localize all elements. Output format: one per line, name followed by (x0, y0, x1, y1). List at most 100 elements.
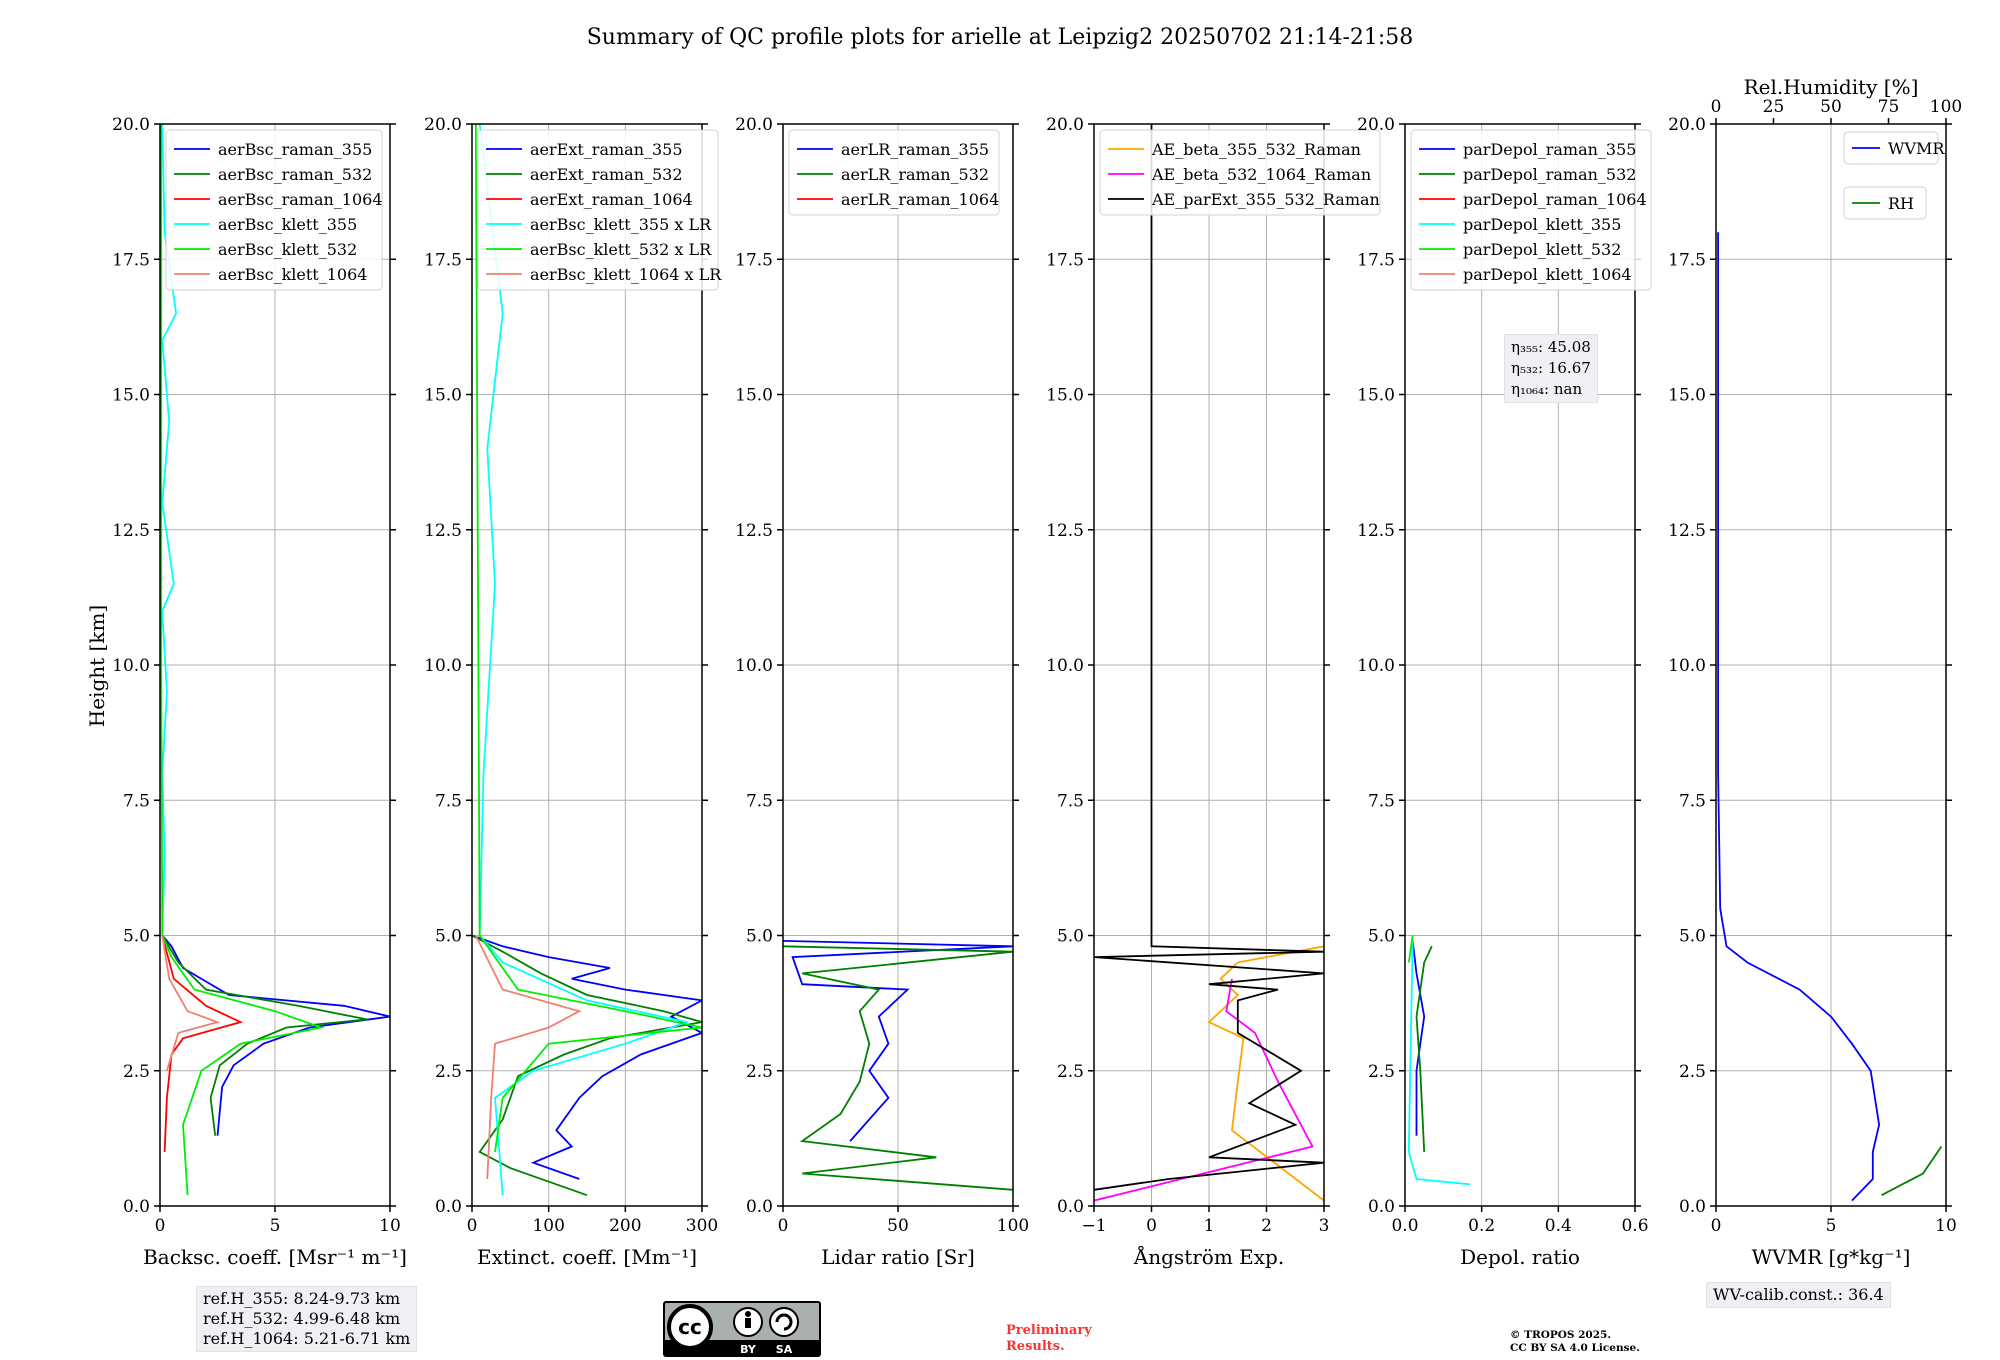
x-tick-label: 2 (1261, 1216, 1272, 1236)
cc-badge-by: BY (740, 1343, 757, 1356)
legend-label: RH (1888, 194, 1914, 213)
x-tick-label: 10 (1935, 1216, 1957, 1236)
cc-license-badge: cc BY SA (663, 1301, 821, 1357)
y-tick-label: 7.5 (1368, 791, 1395, 811)
y-tick-label: 15.0 (1046, 386, 1084, 406)
x-tick-label: 50 (887, 1216, 909, 1236)
y-tick-label: 15.0 (112, 386, 150, 406)
x-tick-label: 0.0 (1391, 1216, 1418, 1236)
plot-frame (471, 123, 703, 1207)
y-tick-label: 20.0 (1668, 115, 1706, 135)
legend-label: aerLR_raman_355 (841, 140, 989, 159)
legend-label: aerBsc_klett_355 (218, 215, 357, 234)
wv-calib-const: WV-calib.const.: 36.4 (1713, 1285, 1884, 1304)
panel-1: 0.0 2.5 5.0 7.5 10.0 12.5 15.0 17.5 20.0 0 5 10 Back… (112, 115, 407, 1269)
legend: aerExt_raman_355 aerExt_raman_532 aerExt_r… (477, 129, 722, 291)
legend-label: AE_parExt_355_532_Raman (1151, 190, 1380, 209)
y-tick-label: 10.0 (112, 656, 150, 676)
x-tick-label: 100 (532, 1216, 564, 1236)
series-line-aerbsc-klett-1064-x-lr (474, 935, 582, 1180)
x-tick-label: 1 (1204, 1216, 1215, 1236)
x-tick-label: 0.6 (1621, 1216, 1648, 1236)
sa-share-icon (769, 1307, 799, 1337)
ref-height-532: ref.H_532: 4.99-6.48 km (203, 1309, 401, 1328)
y-tick-label: 0.0 (435, 1197, 462, 1217)
legend-box (165, 129, 383, 291)
series-line-pardepol-klett-532 (1407, 935, 1414, 963)
panel-2: 0.0 2.5 5.0 7.5 10.0 12.5 15.0 17.5 20.0 0 100 200 3… (424, 115, 722, 1269)
y-axis-label: Height [km] (85, 605, 109, 727)
y-tick-label: 17.5 (1357, 250, 1395, 270)
wv-calib-box: WV-calib.const.: 36.4 (1706, 1282, 1891, 1308)
legend-rh: RH (1843, 186, 1927, 220)
legend-label: aerBsc_klett_355 x LR (530, 215, 712, 234)
x-tick-label: 0 (1711, 1216, 1722, 1236)
cc-badge-left: cc (678, 1315, 702, 1339)
y-tick-label: 17.5 (735, 250, 773, 270)
y-tick-label: 0.0 (1679, 1197, 1706, 1217)
y-tick-label: 0.0 (1368, 1197, 1395, 1217)
legend: aerLR_raman_355 aerLR_raman_532 aerLR_rama… (788, 129, 1000, 216)
y-tick-label: 7.5 (123, 791, 150, 811)
top-x-tick-label: 25 (1763, 97, 1785, 117)
y-tick-label: 0.0 (1057, 1197, 1084, 1217)
x-axis-label: Lidar ratio [Sr] (821, 1245, 975, 1269)
y-tick-label: 12.5 (1668, 521, 1706, 541)
legend-box (1843, 186, 1927, 220)
panel-4: 0.0 2.5 5.0 7.5 10.0 12.5 15.0 17.5 20.0 −1 0 1 2 3 Ån… (1046, 115, 1381, 1269)
series-line-aerbsc-klett-1064 (161, 935, 221, 1072)
legend-label: aerBsc_klett_532 x LR (530, 240, 712, 259)
preliminary-line2: Results. (1006, 1339, 1065, 1354)
y-tick-label: 2.5 (123, 1062, 150, 1082)
legend-label: parDepol_klett_532 (1463, 240, 1621, 259)
y-tick-label: 2.5 (1368, 1062, 1395, 1082)
y-tick-label: 20.0 (1046, 115, 1084, 135)
eta-box: η₃₅₅: 45.08 η₅₃₂: 16.67 η₁₀₆₄: nan (1504, 334, 1598, 403)
series-line-aerext-raman-532 (472, 934, 702, 1197)
x-tick-label: 3 (1319, 1216, 1330, 1236)
y-tick-label: 20.0 (735, 115, 773, 135)
series-line-aerlr-raman-355 (783, 940, 1013, 1142)
legend-label: aerBsc_klett_1064 (218, 265, 367, 284)
x-tick-label: 0.2 (1468, 1216, 1495, 1236)
y-tick-label: 15.0 (1668, 386, 1706, 406)
panel-5: 0.0 2.5 5.0 7.5 10.0 12.5 15.0 17.5 20.0 0.0 0.2 0.… (1357, 115, 1652, 1269)
ref-height-box: ref.H_355: 8.24-9.73 km ref.H_532: 4.99-… (196, 1286, 418, 1352)
legend: aerBsc_raman_355 aerBsc_raman_532 aerBsc_r… (165, 129, 383, 291)
y-tick-label: 10.0 (1046, 656, 1084, 676)
legend-label: aerLR_raman_1064 (841, 190, 999, 209)
y-tick-label: 12.5 (1046, 521, 1084, 541)
plot-frame (159, 123, 391, 1207)
y-tick-label: 2.5 (1679, 1062, 1706, 1082)
eta-532: η₅₃₂: 16.67 (1511, 359, 1591, 377)
y-tick-label: 5.0 (1057, 927, 1084, 947)
legend-label: aerExt_raman_532 (530, 165, 683, 184)
y-tick-label: 5.0 (1368, 927, 1395, 947)
legend-label: WVMR (1888, 139, 1945, 158)
preliminary-line1: Preliminary (1006, 1323, 1092, 1338)
series-line-pardepol-raman-355 (1411, 940, 1426, 1136)
y-tick-label: 7.5 (746, 791, 773, 811)
ref-height-355: ref.H_355: 8.24-9.73 km (203, 1289, 401, 1308)
x-tick-label: 10 (379, 1216, 401, 1236)
series-line-ae-beta-355-532-raman (1207, 945, 1324, 1202)
top-x-tick-label: 75 (1878, 97, 1900, 117)
legend-label: AE_beta_532_1064_Raman (1151, 165, 1371, 184)
y-tick-label: 2.5 (1057, 1062, 1084, 1082)
y-tick-label: 20.0 (1357, 115, 1395, 135)
legend-box (1410, 129, 1652, 291)
y-tick-label: 20.0 (424, 115, 462, 135)
series-line-aerbsc-klett-532 (160, 124, 325, 1196)
series-line-ae-parext-355-532-raman (1094, 124, 1324, 1191)
series-line-wvmr (1717, 232, 1881, 1202)
figure-title: Summary of QC profile plots for arielle … (587, 25, 1414, 50)
legend-label: aerBsc_raman_355 (218, 140, 372, 159)
copyright-line2: CC BY SA 4.0 License. (1510, 1342, 1640, 1354)
x-axis-label: Extinct. coeff. [Mm⁻¹] (477, 1245, 697, 1269)
y-tick-label: 20.0 (112, 115, 150, 135)
legend-label: parDepol_klett_355 (1463, 215, 1621, 234)
series-line-aerbsc-raman-532 (161, 935, 368, 1136)
top-x-axis-label: Rel.Humidity [%] (1744, 75, 1919, 99)
y-tick-label: 17.5 (1046, 250, 1084, 270)
